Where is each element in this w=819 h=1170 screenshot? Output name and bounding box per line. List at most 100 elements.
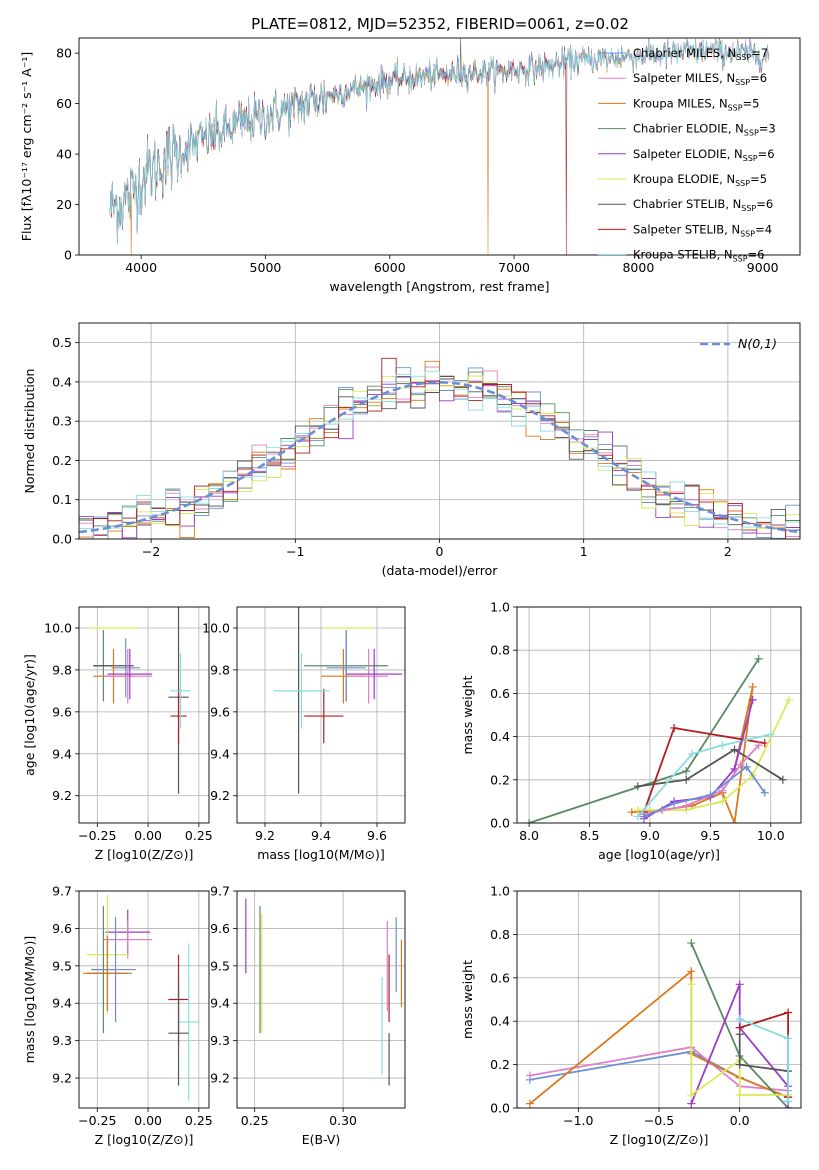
- y-tick-label: 0: [64, 248, 72, 263]
- y-tick-label: 9.4: [52, 996, 72, 1011]
- plot-area: [245, 898, 403, 1086]
- x-tick-label: 7000: [498, 260, 530, 275]
- y-tick-label: 0.6: [490, 970, 510, 985]
- histogram-step: [79, 375, 800, 539]
- y-tick-label: 9.6: [210, 704, 230, 719]
- x-axis-label: Z [log10(Z/Z⊙)]: [610, 1132, 709, 1147]
- y-tick-label: 20: [56, 197, 72, 212]
- x-tick-label: 4000: [125, 260, 157, 275]
- data-point: [736, 760, 745, 769]
- legend-entry: Chabrier MILES, NSSP=7: [633, 46, 768, 62]
- x-tick-label: 10.0: [757, 828, 785, 843]
- y-tick-label: 10.0: [202, 620, 230, 635]
- legend-entry: Kroupa ELODIE, NSSP=5: [633, 172, 767, 188]
- y-tick-label: 1.0: [490, 884, 510, 899]
- x-tick-label: 0.0: [730, 1113, 750, 1128]
- plot-area: [525, 654, 793, 823]
- data-point: [718, 741, 727, 750]
- plot-residuals: −2 −1 0 1 2 0.0 0.1 0.2 0.3 0.4 0.5 (data-model)/er…: [22, 322, 801, 578]
- data-point: [525, 1099, 534, 1108]
- y-tick-label: 9.7: [52, 884, 72, 899]
- y-tick-label: 9.5: [210, 958, 230, 973]
- data-point: [687, 967, 696, 976]
- x-tick-label: 0.00: [134, 828, 162, 843]
- data-point: [735, 980, 744, 989]
- y-tick-label: 9.7: [210, 884, 230, 899]
- data-point: [670, 723, 679, 732]
- y-axis-label: mass [log10(M/M⊙)]: [22, 936, 37, 1064]
- y-tick-label: 0.8: [490, 927, 510, 942]
- y-tick-label: 9.3: [210, 1033, 230, 1048]
- data-point: [682, 775, 691, 784]
- x-tick-label: 9.5: [700, 828, 720, 843]
- y-tick-label: 0.2: [490, 772, 510, 787]
- data-point: [784, 695, 793, 704]
- data-point: [766, 730, 775, 739]
- y-axis-label: age [log10(age/yr)]: [22, 654, 37, 776]
- y-tick-label: 0.4: [490, 1014, 510, 1029]
- y-tick-label: 0.6: [490, 686, 510, 701]
- data-point: [784, 1097, 793, 1106]
- y-tick-label: 9.6: [52, 704, 72, 719]
- data-point: [735, 1023, 744, 1032]
- plot-age_vs_mass: 9.2 9.4 9.6 9.2 9.4 9.6 9.8 10.0 mass [log10(M/M…: [202, 606, 406, 862]
- y-tick-label: 0.4: [490, 729, 510, 744]
- data-point: [687, 980, 696, 989]
- data-point: [525, 819, 534, 823]
- y-tick-label: 9.2: [52, 1071, 72, 1086]
- data-point: [754, 654, 763, 663]
- normal-curve: [79, 380, 800, 534]
- y-tick-label: 0.0: [490, 1101, 510, 1116]
- plot-area: [525, 939, 793, 1108]
- data-point: [784, 1034, 793, 1043]
- legend: N(0,1): [700, 336, 777, 351]
- data-point: [687, 939, 696, 948]
- data-point: [627, 808, 636, 817]
- data-point: [754, 741, 763, 750]
- x-axis-label: wavelength [Angstrom, rest frame]: [329, 279, 549, 294]
- x-axis-label: mass [log10(M/M⊙)]: [257, 847, 385, 862]
- y-tick-label: 9.6: [52, 921, 72, 936]
- spectrum-line: [109, 54, 515, 245]
- legend-entry: Salpeter STELIB, NSSP=4: [633, 222, 772, 238]
- x-tick-label: 8.5: [580, 828, 600, 843]
- data-point: [760, 788, 769, 797]
- data-point: [730, 745, 739, 754]
- x-tick-label: 0.25: [185, 828, 213, 843]
- series-line: [739, 1011, 789, 1098]
- series-line: [637, 733, 771, 818]
- legend-entry: Chabrier STELIB, NSSP=6: [633, 197, 773, 213]
- y-tick-label: 9.5: [52, 958, 72, 973]
- series-line: [738, 1034, 789, 1102]
- axes-frame: [78, 890, 210, 1109]
- x-tick-label: 9000: [747, 260, 779, 275]
- y-tick-label: 9.3: [52, 1033, 72, 1048]
- y-tick-label: 60: [56, 96, 72, 111]
- x-axis-label: age [log10(age/yr)]: [598, 847, 720, 862]
- legend-entry: Kroupa MILES, NSSP=5: [633, 96, 759, 112]
- data-point: [735, 1060, 744, 1069]
- legend: Chabrier MILES, NSSP=7 Salpeter MILES, NS…: [598, 46, 776, 264]
- y-tick-label: 40: [56, 147, 72, 162]
- x-tick-label: 9.4: [311, 828, 331, 843]
- y-tick-label: 9.4: [52, 746, 72, 761]
- x-tick-label: 0: [436, 544, 444, 559]
- axes-frame: [236, 890, 406, 1109]
- data-point: [633, 782, 642, 791]
- y-tick-label: 0.1: [52, 492, 72, 507]
- plot-spectrum: 4000 5000 6000 7000 8000 9000 0 20 40 60 80 wavelen…: [19, 37, 801, 294]
- x-axis-label: (data-model)/error: [382, 563, 499, 578]
- data-point: [778, 775, 787, 784]
- y-tick-label: 9.4: [210, 996, 230, 1011]
- spectrum-line: [109, 56, 515, 242]
- x-tick-label: 0.25: [185, 1113, 213, 1128]
- data-point: [706, 790, 715, 799]
- plot-mass_vs_Z: −0.25 0.00 0.25 9.2 9.3 9.4 9.5 9.6 9.7 Z [log10(…: [22, 884, 213, 1148]
- y-axis-label: Flux [fλ10⁻¹⁷ erg cm⁻² s⁻¹ A⁻¹]: [19, 52, 34, 241]
- x-tick-label: −0.25: [78, 1113, 116, 1128]
- axes-frame: [78, 37, 801, 256]
- x-tick-label: 0.00: [134, 1113, 162, 1128]
- data-point: [735, 1015, 744, 1024]
- y-axis-label: mass weight: [460, 675, 475, 754]
- series-line: [643, 765, 766, 818]
